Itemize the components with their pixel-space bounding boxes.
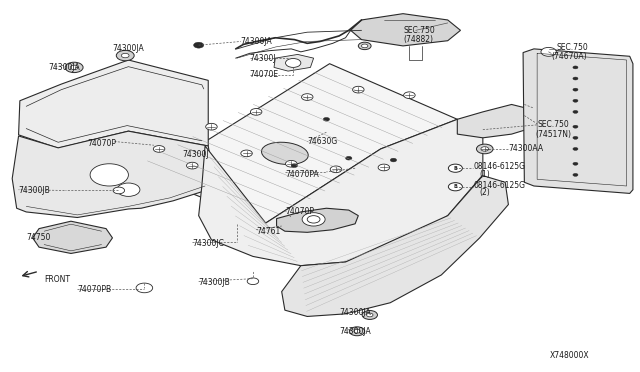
Text: 74761: 74761 <box>256 227 280 236</box>
Circle shape <box>205 124 217 130</box>
Text: B: B <box>454 184 457 189</box>
Polygon shape <box>19 60 208 148</box>
Polygon shape <box>276 208 358 232</box>
Text: 74070P: 74070P <box>87 139 116 148</box>
Circle shape <box>250 109 262 115</box>
Circle shape <box>353 86 364 93</box>
Text: 08146-6125G: 08146-6125G <box>473 181 525 190</box>
Circle shape <box>449 183 463 191</box>
Polygon shape <box>33 221 113 253</box>
Circle shape <box>241 150 252 157</box>
Circle shape <box>479 145 490 152</box>
Text: SEC.750: SEC.750 <box>403 26 435 35</box>
Circle shape <box>122 53 129 58</box>
Circle shape <box>193 42 204 48</box>
Polygon shape <box>351 14 461 46</box>
Circle shape <box>573 162 578 165</box>
Circle shape <box>573 147 578 150</box>
Text: 74300JA: 74300JA <box>339 327 371 336</box>
Circle shape <box>541 47 556 56</box>
Circle shape <box>573 88 578 91</box>
Circle shape <box>136 283 153 293</box>
Text: 74300JA: 74300JA <box>339 308 371 317</box>
Text: (2): (2) <box>479 188 490 197</box>
Text: 74300JA: 74300JA <box>113 44 144 53</box>
Text: 74300JB: 74300JB <box>19 186 51 195</box>
Text: 74630G: 74630G <box>307 137 337 146</box>
Polygon shape <box>12 131 214 218</box>
Circle shape <box>302 213 325 226</box>
Ellipse shape <box>262 142 308 164</box>
Text: 74300JC: 74300JC <box>192 239 224 248</box>
Text: 74070E: 74070E <box>250 70 279 79</box>
Circle shape <box>90 164 129 186</box>
Circle shape <box>323 118 330 121</box>
Text: 74070PB: 74070PB <box>77 285 111 294</box>
Circle shape <box>573 137 578 139</box>
Text: SEC.750: SEC.750 <box>556 42 588 51</box>
Text: X748000X: X748000X <box>550 351 589 360</box>
Circle shape <box>362 44 368 48</box>
Circle shape <box>247 278 259 285</box>
Text: 74070PA: 74070PA <box>285 170 319 179</box>
Circle shape <box>573 125 578 128</box>
Text: (1): (1) <box>479 170 490 179</box>
Circle shape <box>573 77 578 80</box>
Circle shape <box>481 147 488 151</box>
Circle shape <box>307 216 320 223</box>
Text: 74300JA: 74300JA <box>240 37 272 46</box>
Circle shape <box>301 94 313 100</box>
Circle shape <box>113 187 125 194</box>
Circle shape <box>545 49 552 54</box>
Circle shape <box>117 183 140 196</box>
Text: 74070P: 74070P <box>285 208 314 217</box>
Text: 74300JA: 74300JA <box>49 63 81 72</box>
Text: 74750: 74750 <box>26 233 51 243</box>
Text: 74300J: 74300J <box>182 150 209 159</box>
Circle shape <box>404 92 415 99</box>
Circle shape <box>476 144 493 154</box>
Circle shape <box>573 66 578 69</box>
Circle shape <box>367 313 373 317</box>
Polygon shape <box>132 64 458 223</box>
Circle shape <box>573 173 578 176</box>
Polygon shape <box>198 119 483 266</box>
Circle shape <box>140 285 150 291</box>
Circle shape <box>65 62 83 73</box>
Text: SEC.750: SEC.750 <box>537 121 569 129</box>
Circle shape <box>285 58 301 67</box>
Circle shape <box>116 50 134 61</box>
Circle shape <box>358 42 371 49</box>
Circle shape <box>346 156 352 160</box>
Text: (74670A): (74670A) <box>551 52 587 61</box>
Circle shape <box>378 164 390 171</box>
Circle shape <box>70 65 78 70</box>
Text: 08146-6125G: 08146-6125G <box>473 162 525 171</box>
Text: (74517N): (74517N) <box>536 129 572 139</box>
Circle shape <box>291 164 298 167</box>
Circle shape <box>573 110 578 113</box>
Text: (74882): (74882) <box>403 35 433 44</box>
Circle shape <box>362 311 378 320</box>
Circle shape <box>449 164 463 172</box>
Circle shape <box>330 166 342 173</box>
Circle shape <box>354 330 360 333</box>
Circle shape <box>285 160 297 167</box>
Text: 74300J: 74300J <box>250 54 276 62</box>
Circle shape <box>390 158 397 162</box>
Text: 74300AA: 74300AA <box>508 144 543 153</box>
Circle shape <box>154 145 165 152</box>
Polygon shape <box>458 105 536 138</box>
Circle shape <box>573 99 578 102</box>
Circle shape <box>349 327 365 336</box>
Polygon shape <box>274 54 314 71</box>
Circle shape <box>186 162 198 169</box>
Text: FRONT: FRONT <box>44 275 70 284</box>
Text: B: B <box>454 166 457 171</box>
Text: 74300JB: 74300JB <box>198 278 230 287</box>
Polygon shape <box>282 176 508 317</box>
Polygon shape <box>523 49 633 193</box>
